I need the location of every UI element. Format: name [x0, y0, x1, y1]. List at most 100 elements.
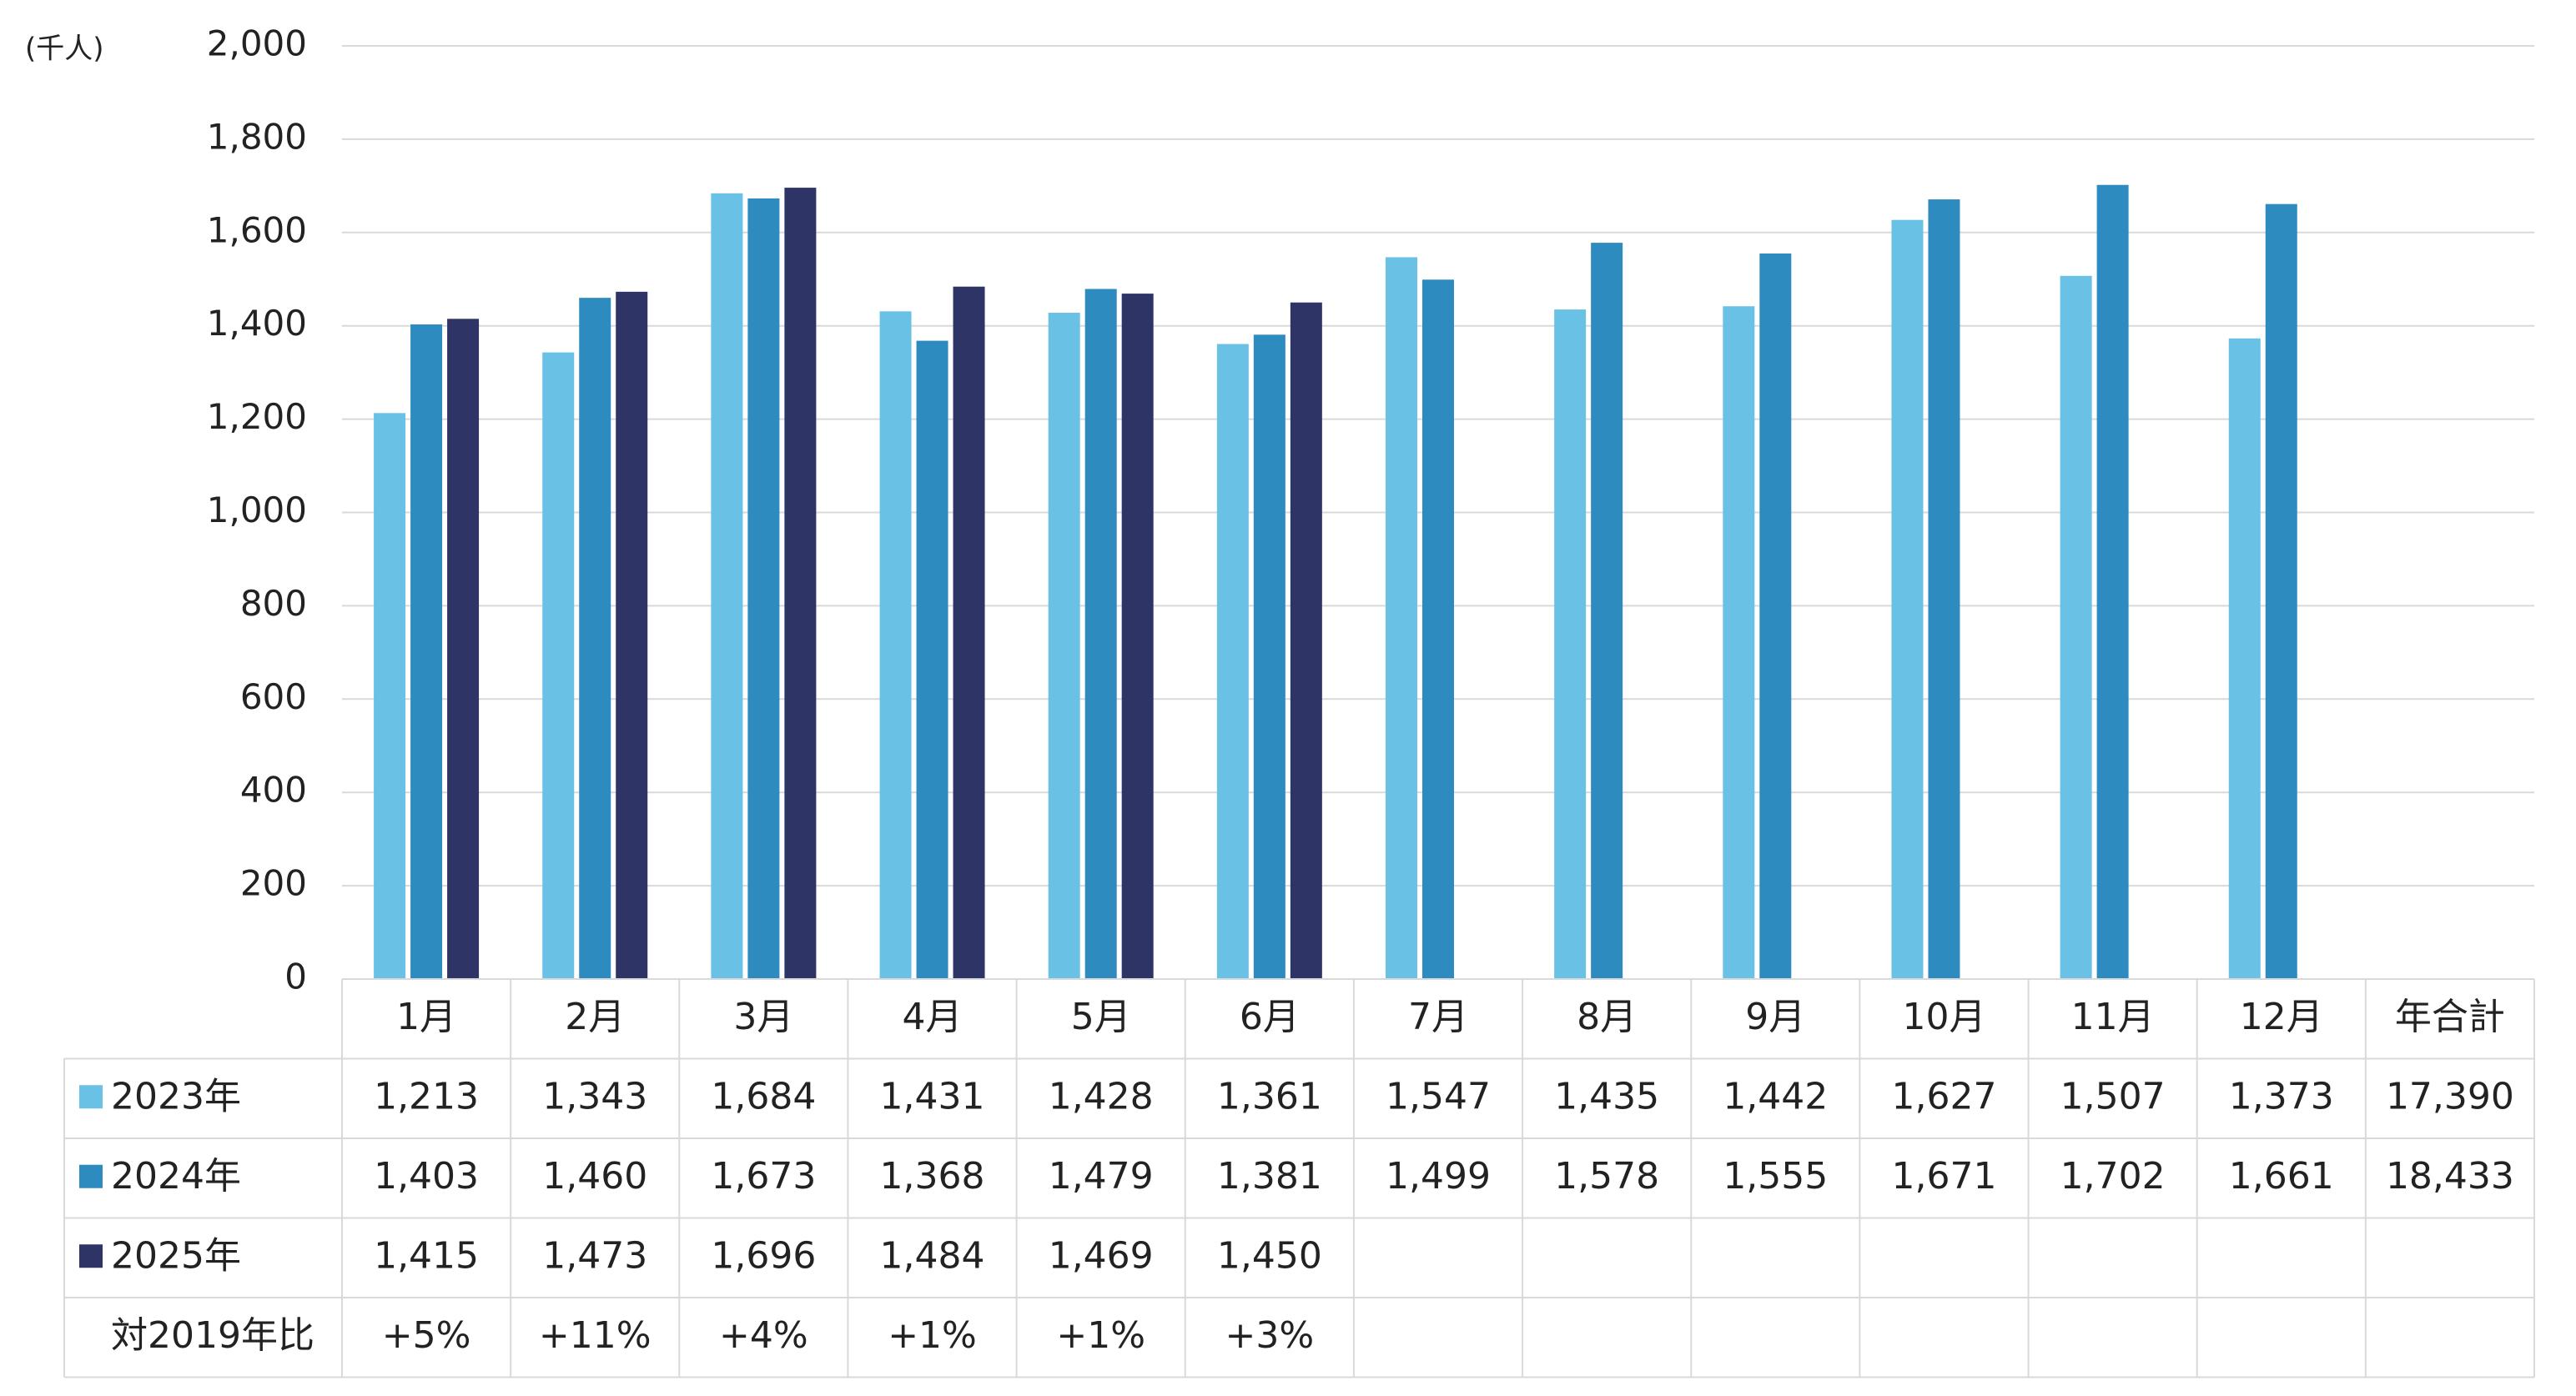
table-value: 1,368 [880, 1155, 985, 1198]
unit-label: (千人) [25, 33, 104, 66]
table-value: 1,373 [2229, 1075, 2334, 1117]
x-tick-label: 4月 [903, 996, 963, 1038]
legend-label: 2023年 [111, 1075, 241, 1117]
bar [542, 352, 575, 979]
x-tick-label: 5月 [1071, 996, 1131, 1038]
legend-swatch [79, 1164, 103, 1188]
bar [1121, 294, 1154, 980]
bar [1554, 309, 1587, 979]
y-tick-label: 400 [240, 770, 307, 811]
table-value: 1,671 [1891, 1155, 1996, 1198]
x-tick-label: 10月 [1902, 996, 1985, 1038]
ratio-label: 対2019年比 [111, 1314, 314, 1357]
x-tick-label: 9月 [1745, 996, 1805, 1038]
x-tick-label: 3月 [733, 996, 793, 1038]
bar [916, 340, 948, 979]
table-value: 1,484 [880, 1234, 985, 1277]
y-tick-label: 1,200 [207, 396, 307, 437]
table-value: 1,627 [1891, 1075, 1996, 1117]
y-tick-label: 200 [240, 863, 307, 904]
bar [1048, 313, 1080, 979]
bar [1253, 334, 1285, 979]
table-value: 1,499 [1386, 1155, 1491, 1198]
table-value: 1,428 [1049, 1075, 1154, 1117]
bar [1386, 257, 1417, 979]
x-tick-label: 2月 [565, 996, 625, 1038]
table-header: 年合計 [2395, 996, 2505, 1038]
bar [1891, 219, 1924, 980]
bar [711, 193, 743, 979]
bar [1759, 253, 1792, 979]
legend-swatch [79, 1244, 103, 1268]
bar [2228, 338, 2261, 979]
table-value: 1,673 [711, 1155, 816, 1198]
bar [374, 413, 406, 979]
table-total: 17,390 [2386, 1075, 2514, 1117]
x-tick-label: 12月 [2240, 996, 2323, 1038]
bar [1216, 344, 1249, 979]
table-value: 1,684 [711, 1075, 816, 1117]
bar [784, 188, 817, 979]
bar [747, 198, 780, 980]
ratio-value: +5% [382, 1314, 471, 1357]
bar [616, 291, 648, 979]
y-tick-label: 1,000 [207, 490, 307, 530]
table-value: 1,661 [2229, 1155, 2334, 1198]
bar [447, 319, 480, 979]
x-tick-label: 8月 [1577, 996, 1637, 1038]
table-value: 1,547 [1386, 1075, 1491, 1117]
bar [1084, 289, 1117, 979]
bar [2265, 203, 2297, 979]
ratio-value: +1% [1056, 1314, 1145, 1357]
ratio-value: +1% [888, 1314, 977, 1357]
ratio-value: +11% [539, 1314, 652, 1357]
table-value: 1,479 [1049, 1155, 1154, 1198]
table-value: 1,343 [542, 1075, 647, 1117]
legend-swatch [79, 1085, 103, 1109]
table-value: 1,381 [1217, 1155, 1322, 1198]
ratio-value: +3% [1225, 1314, 1315, 1357]
legend-label: 2025年 [111, 1234, 241, 1277]
table-value: 1,435 [1554, 1075, 1659, 1117]
bar [1422, 279, 1454, 979]
legend-label: 2024年 [111, 1155, 241, 1198]
table-value: 1,469 [1049, 1234, 1154, 1277]
table-value: 1,213 [374, 1075, 479, 1117]
bar [1591, 243, 1623, 979]
table-value: 1,473 [542, 1234, 647, 1277]
x-tick-label: 11月 [2071, 996, 2155, 1038]
table-value: 1,450 [1217, 1234, 1322, 1277]
bar [1290, 302, 1322, 980]
y-tick-label: 800 [240, 583, 307, 624]
table-value: 1,361 [1217, 1075, 1322, 1117]
table-value: 1,431 [880, 1075, 985, 1117]
table-value: 1,702 [2060, 1155, 2166, 1198]
bar [953, 286, 985, 979]
bar [410, 324, 443, 980]
bar [879, 311, 912, 980]
bar [2060, 275, 2092, 979]
y-tick-label: 0 [284, 957, 307, 997]
x-tick-label: 7月 [1408, 996, 1468, 1038]
y-tick-label: 2,000 [207, 23, 307, 64]
ratio-value: +4% [719, 1314, 808, 1357]
table-value: 1,696 [711, 1234, 816, 1277]
table-value: 1,578 [1554, 1155, 1659, 1198]
table-value: 1,507 [2060, 1075, 2166, 1117]
y-tick-label: 1,800 [207, 116, 307, 157]
table-value: 1,415 [374, 1234, 479, 1277]
y-tick-label: 1,400 [207, 303, 307, 344]
table-value: 1,460 [542, 1155, 647, 1198]
table-value: 1,555 [1723, 1155, 1828, 1198]
bar [2096, 184, 2129, 979]
x-tick-label: 6月 [1240, 996, 1300, 1038]
table-value: 1,442 [1723, 1075, 1828, 1117]
table-total: 18,433 [2386, 1155, 2514, 1198]
table-value: 1,403 [374, 1155, 479, 1198]
bar [1723, 306, 1755, 979]
y-tick-label: 600 [240, 676, 307, 717]
x-tick-label: 1月 [396, 996, 456, 1038]
y-tick-label: 1,600 [207, 209, 307, 250]
bar [579, 298, 611, 979]
